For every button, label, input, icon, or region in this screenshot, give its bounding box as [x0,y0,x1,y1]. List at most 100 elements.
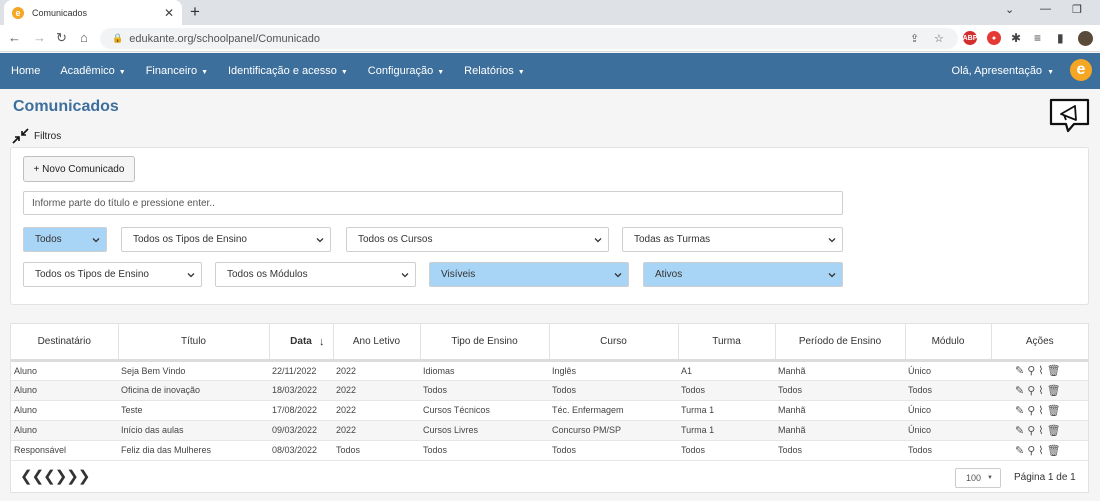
course-select[interactable]: Todos os Cursos [346,227,609,252]
media-icon[interactable]: ≡ [1034,31,1042,45]
table-row[interactable]: Responsável Feliz dia das Mulheres 08/03/2… [11,440,1088,461]
attach-icon[interactable]: ⌇ [1038,424,1044,437]
attach-icon[interactable]: ⌇ [1038,384,1044,397]
filters-toggle[interactable]: Filtros [12,128,61,144]
recipient-select[interactable]: Todos [23,227,107,252]
delete-icon[interactable]: 🗑 [1046,424,1061,437]
caret-down-icon: ▼ [1047,69,1054,76]
header-modulo[interactable]: Módulo [905,324,992,362]
back-icon[interactable]: ← [8,30,21,45]
new-announcement-button[interactable]: + Novo Comunicado [23,156,135,182]
delete-icon[interactable]: 🗑 [1046,404,1061,417]
next-page-icon[interactable]: ❯ [54,468,68,485]
status-select[interactable]: Ativos [643,262,843,287]
header-titulo[interactable]: Título [118,324,270,362]
header-data-label: Data [290,335,312,347]
puzzle-icon[interactable]: ✱ [1011,31,1022,45]
caret-down-icon: ▼ [340,69,348,76]
caret-down-icon: ▼ [437,69,445,76]
header-ano-letivo[interactable]: Ano Letivo [333,324,421,362]
visibility-select-value: Visíveis [441,269,476,280]
browser-tab[interactable]: e Comunicados ✕ [4,0,182,25]
table-cell: 08/03/2022 [269,440,333,461]
pager-arrows[interactable]: ❮❮❮❯❯❯ [20,467,90,485]
teaching-type-select-2[interactable]: Todos os Tipos de Ensino [23,262,202,287]
header-periodo[interactable]: Período de Ensino [775,324,906,362]
chevron-down-icon [614,273,622,278]
table-row[interactable]: Aluno Teste 17/08/2022 2022 Cursos Técnicos T… [11,400,1088,421]
table-row[interactable]: Aluno Início das aulas 09/03/2022 2022 Curso… [11,420,1088,441]
table-cell: Todos [905,440,991,461]
view-icon[interactable]: ⚲ [1027,424,1036,437]
nav-relatorios-label: Relatórios [464,65,514,77]
table-cell: Início das aulas [118,420,269,441]
header-destinatario[interactable]: Destinatário [11,324,119,362]
view-icon[interactable]: ⚲ [1027,365,1036,377]
table-cell: 2022 [333,380,420,401]
attach-icon[interactable]: ⌇ [1038,404,1044,417]
new-tab-icon[interactable]: + [190,2,200,21]
table-cell: Teste [118,400,269,421]
table-header-row: Destinatário Título Data ↓ Ano Letivo Tip… [11,324,1088,362]
reload-icon[interactable]: ↻ [56,30,67,45]
header-data[interactable]: Data ↓ [269,324,334,362]
star-icon[interactable]: ☆ [934,33,944,45]
edit-icon[interactable]: ✎ [1015,404,1025,417]
visibility-select[interactable]: Visíveis [429,262,629,287]
table-cell: Todos [678,440,775,461]
chevron-down-icon[interactable]: ⌄ [1005,4,1015,16]
forward-icon[interactable]: → [33,30,46,45]
nav-configuracao[interactable]: Configuração ▼ [358,65,454,77]
edit-icon[interactable]: ✎ [1015,365,1025,377]
adblock-icon[interactable]: ABP [963,31,977,45]
teaching-type-select[interactable]: Todos os Tipos de Ensino [121,227,331,252]
per-page-select[interactable]: 100 ▼ [955,468,1001,488]
nav-relatorios[interactable]: Relatórios ▼ [454,65,534,77]
table-cell: Todos [420,380,549,401]
attach-icon[interactable]: ⌇ [1038,444,1044,457]
search-input[interactable]: Informe parte do título e pressione ente… [23,191,843,215]
nav-home[interactable]: Home [11,65,41,77]
nav-identificacao[interactable]: Identificação e acesso ▼ [218,65,358,77]
nav-financeiro[interactable]: Financeiro ▼ [136,65,218,77]
view-icon[interactable]: ⚲ [1027,384,1036,397]
delete-icon[interactable]: 🗑 [1046,444,1061,457]
table-row[interactable]: Aluno Seja Bem Vindo 22/11/2022 2022 Idiomas… [11,360,1088,381]
address-bar[interactable]: 🔒 edukante.org/schoolpanel/Comunicado [100,28,958,49]
view-icon[interactable]: ⚲ [1027,444,1036,457]
delete-icon[interactable]: 🗑 [1046,365,1061,377]
edit-icon[interactable]: ✎ [1015,444,1025,457]
close-icon[interactable]: ✕ [163,5,174,20]
extension-red-icon[interactable]: ● [987,31,1001,45]
home-icon[interactable]: ⌂ [80,30,88,45]
prev-page-icon[interactable]: ❮ [43,468,56,485]
class-select[interactable]: Todas as Turmas [622,227,843,252]
announcement-icon[interactable] [1048,97,1091,134]
share-icon[interactable]: ⇪ [910,33,920,45]
nav-academico[interactable]: Acadêmico ▼ [50,65,135,77]
module-select[interactable]: Todos os Módulos [215,262,416,287]
table-cell: Todos [549,440,678,461]
attach-icon[interactable]: ⌇ [1038,365,1044,377]
user-menu[interactable]: Olá, Apresentação ▼ [952,65,1054,77]
header-curso[interactable]: Curso [549,324,679,362]
header-turma[interactable]: Turma [678,324,776,362]
last-page-icon[interactable]: ❯❯ [66,468,90,485]
avatar[interactable] [1078,31,1093,46]
table-cell: Téc. Enfermagem [549,400,678,421]
chevron-down-icon [187,273,195,278]
view-icon[interactable]: ⚲ [1027,404,1036,417]
table-body: Aluno Seja Bem Vindo 22/11/2022 2022 Idiomas… [11,360,1088,461]
delete-icon[interactable]: 🗑 [1046,384,1061,397]
browser-tabstrip: e Comunicados ✕ + ⌄ — ❐ [0,0,1100,25]
restore-icon[interactable]: ❐ [1072,4,1082,16]
page-info: Página 1 de 1 [1014,472,1076,483]
edit-icon[interactable]: ✎ [1015,384,1025,397]
header-tipo-ensino[interactable]: Tipo de Ensino [420,324,550,362]
edit-icon[interactable]: ✎ [1015,424,1025,437]
minimize-icon[interactable]: — [1040,3,1051,15]
table-row[interactable]: Aluno Oficina de inovação 18/03/2022 2022 To… [11,380,1088,401]
first-page-icon[interactable]: ❮❮ [20,468,44,485]
sidepanel-icon[interactable]: ▮ [1057,31,1064,45]
nav-financeiro-label: Financeiro [145,65,198,77]
